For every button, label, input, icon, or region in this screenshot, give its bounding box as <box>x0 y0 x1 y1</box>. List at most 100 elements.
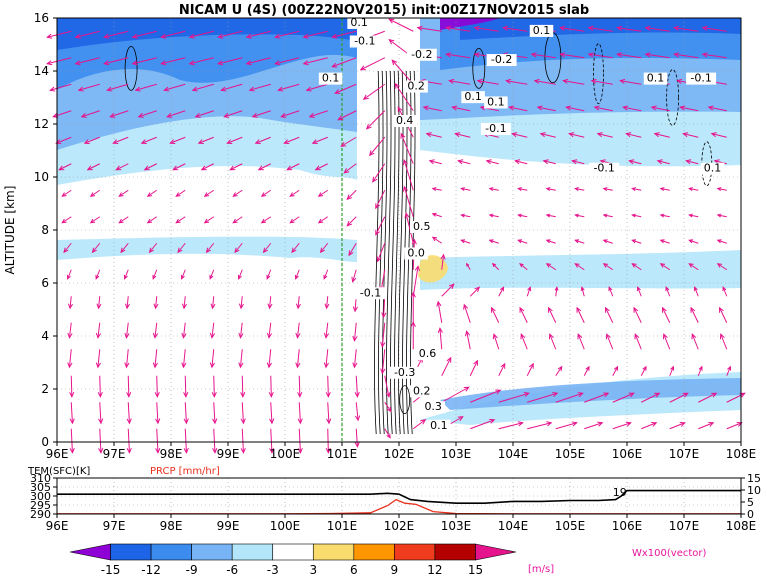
wind-vector <box>191 83 214 92</box>
wind-vector <box>212 428 218 454</box>
wind-vector <box>175 216 186 224</box>
wind-vector <box>124 296 130 310</box>
x-tick-label: 96E <box>46 447 69 461</box>
wind-vector <box>346 216 357 227</box>
wind-vector <box>295 296 301 310</box>
wind-vector <box>612 421 632 430</box>
contour-label: -0.1 <box>593 162 614 175</box>
wind-vector <box>476 78 499 85</box>
wind-vector <box>223 110 243 118</box>
wind-vector <box>126 428 132 454</box>
contour-label-bg <box>686 72 717 85</box>
wind-vector <box>109 110 129 118</box>
wind-vector <box>580 286 585 297</box>
contour-labels: 0.1 0.1 -0.1 0.1 -0.2 0.1 -0.1 0.1 0.1 -0.1 -0.1 0.… <box>318 16 725 432</box>
wind-vector <box>188 57 214 66</box>
wind-vector <box>295 349 301 369</box>
colorbar-units: [m/s] <box>528 564 554 575</box>
wind-vector <box>181 349 187 369</box>
contour-label-bg <box>421 401 445 414</box>
wind-vector <box>131 57 157 66</box>
wind-vector <box>175 189 186 197</box>
wind-vector <box>631 213 642 218</box>
wind-vector <box>616 25 642 32</box>
contour-label: 0.5 <box>413 220 431 233</box>
wind-vector <box>533 78 556 85</box>
wind-vector <box>517 213 528 218</box>
wind-vector <box>388 18 414 32</box>
wind-vector <box>404 212 414 244</box>
wind-vector <box>548 333 557 350</box>
wind-vector <box>583 365 590 376</box>
wind-vector <box>574 213 585 218</box>
wind-vector <box>177 242 186 254</box>
wind-vector <box>644 25 670 32</box>
contour-label: -0.2 <box>411 48 432 61</box>
x-tick-label: 107E <box>669 519 700 533</box>
wind-vector <box>118 189 129 197</box>
wind-vector <box>183 428 189 454</box>
wind-speed-band <box>440 378 741 410</box>
contour-label: 0.2 <box>407 80 425 93</box>
wind-vector <box>251 110 271 118</box>
wind-vector <box>58 163 72 171</box>
wind-vector <box>152 349 158 369</box>
wind-vector <box>445 25 471 32</box>
wind-vector <box>565 105 585 112</box>
wind-vector <box>67 296 73 310</box>
wind-vector <box>153 296 159 310</box>
colorbar-cell <box>110 543 152 561</box>
wind-vector <box>365 110 386 130</box>
wind-vector <box>716 187 727 192</box>
x-tick-label: 98E <box>160 519 183 533</box>
wind-vector <box>63 242 72 254</box>
wind-vector <box>238 296 244 310</box>
wind-vector <box>103 57 129 66</box>
wind-vector <box>217 57 243 66</box>
wind-vector <box>463 303 471 323</box>
wind-vector <box>445 52 471 59</box>
x-tick-label: 101E <box>327 519 358 533</box>
wind-vector <box>267 296 273 310</box>
wind-vector <box>726 421 743 430</box>
wind-vector <box>245 30 271 39</box>
contour-label-bg <box>529 24 554 37</box>
x-tick-label: 98E <box>160 447 183 461</box>
wind-vector <box>266 322 273 339</box>
contour-line <box>382 70 388 435</box>
wind-vector <box>669 365 675 376</box>
wind-vector <box>351 269 357 283</box>
wind-vector <box>220 83 243 92</box>
x-tick-label: 99E <box>217 519 240 533</box>
wind-vector <box>89 189 101 197</box>
prcp-axis-label: PRCP [mm/hr] <box>150 466 220 477</box>
chart-title: NICAM U (4S) (00Z22NOV2015) init:00Z17NO… <box>179 3 589 18</box>
wind-vector <box>526 362 534 376</box>
wind-vector <box>163 83 186 92</box>
colorbar-cell <box>353 543 395 561</box>
wind-vector <box>716 239 727 244</box>
contour-label-bg <box>410 221 434 233</box>
wind-vector <box>602 213 613 218</box>
x-tick-label: 103E <box>441 519 472 533</box>
wind-vector <box>112 136 129 145</box>
wind-vector <box>80 110 100 118</box>
wind-vector <box>636 286 642 297</box>
wind-vector <box>514 159 528 165</box>
wind-vector <box>69 402 75 425</box>
wind-vector <box>519 306 528 323</box>
wind-vector <box>511 132 528 138</box>
series-annotation: 19 <box>613 486 627 499</box>
wind-vector <box>602 263 614 271</box>
x-tick-label: 97E <box>103 447 126 461</box>
wind-vector <box>323 322 330 339</box>
colorbar-cell <box>69 543 111 561</box>
wind-vector <box>98 428 104 454</box>
x-tick-label: 97E <box>103 519 126 533</box>
wind-vector <box>126 402 132 425</box>
wind-vector <box>554 286 559 297</box>
wind-vector <box>362 83 386 100</box>
wind-vector <box>587 52 613 59</box>
wind-vector <box>422 105 442 112</box>
